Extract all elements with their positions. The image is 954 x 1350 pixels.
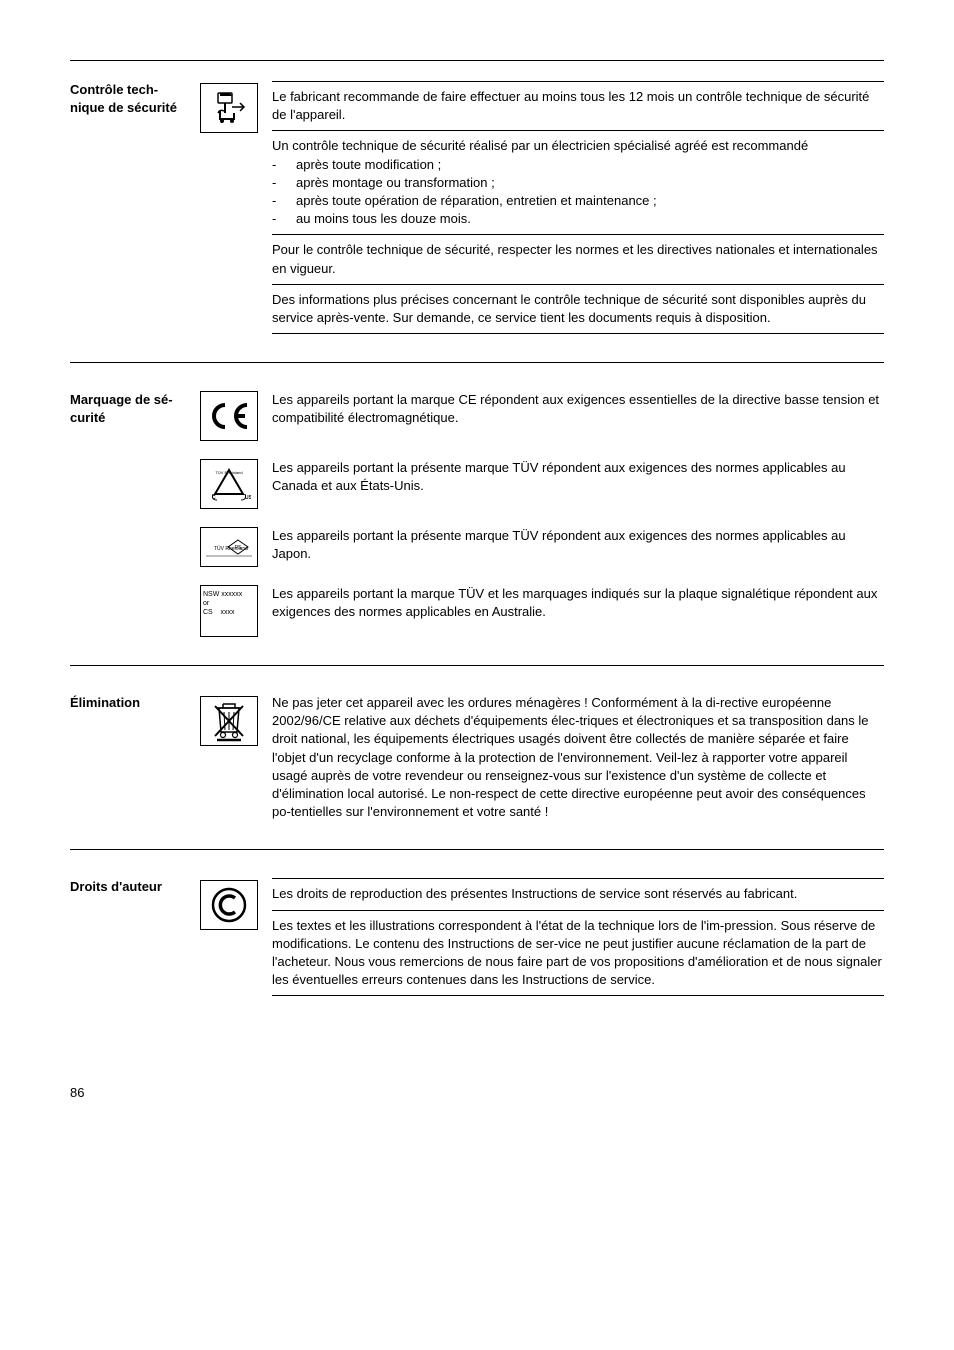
section-marquage: Marquage de sé-curité Les appareils port… xyxy=(70,391,884,666)
marquage-tuv-au-text: Les appareils portant la marque TÜV et l… xyxy=(272,585,884,637)
ce-mark-icon xyxy=(200,391,258,441)
svg-text:PS: PS xyxy=(235,545,242,551)
svg-text:US: US xyxy=(245,495,251,501)
droits-row-1: Les droits de reproduction des présentes… xyxy=(272,879,884,910)
elimination-text: Ne pas jeter cet appareil avec les ordur… xyxy=(272,694,884,821)
section-droits: Droits d'auteur Les droits de reproducti… xyxy=(70,878,884,1024)
svg-text:TÜV Rheinland: TÜV Rheinland xyxy=(215,470,242,475)
controle-row-2: Un contrôle technique de sécurité réalis… xyxy=(272,131,884,235)
svg-text:C: C xyxy=(212,495,216,501)
marquage-ce-text: Les appareils portant la marque CE répon… xyxy=(272,391,884,441)
heading-controle: Contrôle tech-nique de sécurité xyxy=(70,81,200,334)
marquage-tuv-jp-text: Les appareils portant la présente marque… xyxy=(272,527,884,567)
tuv-jp-icon: TÜV Rheinland PS xyxy=(200,527,258,567)
bullet-item: au moins tous les douze mois. xyxy=(272,210,884,228)
tuv-us-icon: TÜV Rheinland C US xyxy=(200,459,258,509)
bullet-item: après toute modification ; xyxy=(272,156,884,174)
droits-row-2: Les textes et les illustrations correspo… xyxy=(272,911,884,997)
safety-check-icon xyxy=(200,83,258,133)
controle-row-3: Pour le contrôle technique de sécurité, … xyxy=(272,235,884,284)
heading-marquage: Marquage de sé-curité xyxy=(70,391,200,637)
controle-row-4: Des informations plus précises concernan… xyxy=(272,285,884,334)
heading-elimination: Élimination xyxy=(70,694,200,821)
marquage-tuv-us-text: Les appareils portant la présente marque… xyxy=(272,459,884,509)
controle-row-1: Le fabricant recommande de faire effectu… xyxy=(272,82,884,131)
bullet-item: après montage ou transformation ; xyxy=(272,174,884,192)
section-controle: Contrôle tech-nique de sécurité Le fabri… xyxy=(70,81,884,363)
section-elimination: Élimination Ne pas jeter cet appareil av… xyxy=(70,694,884,850)
bullet-item: après toute opération de réparation, ent… xyxy=(272,192,884,210)
weee-bin-icon xyxy=(200,696,258,746)
page-number: 86 xyxy=(70,1084,884,1102)
copyright-icon xyxy=(200,880,258,930)
tuv-au-icon: NSW xxxxxx or CS xxxx xyxy=(200,585,258,637)
heading-droits: Droits d'auteur xyxy=(70,878,200,996)
